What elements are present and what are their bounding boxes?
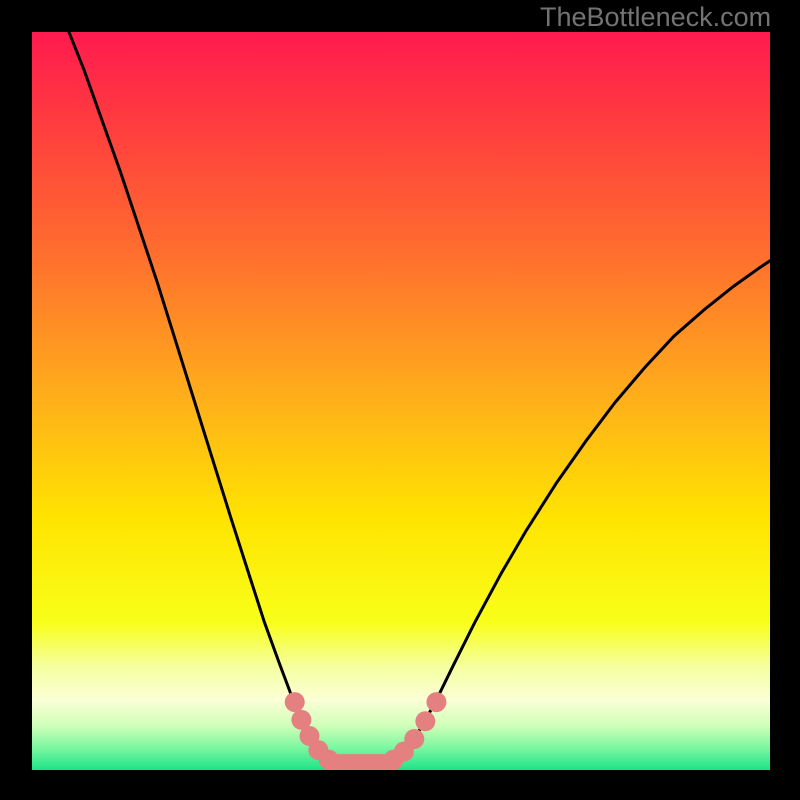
marker-dot xyxy=(404,729,424,749)
marker-dot xyxy=(415,711,435,731)
marker-dot xyxy=(285,692,305,712)
bottleneck-chart xyxy=(32,32,770,770)
watermark-text: TheBottleneck.com xyxy=(540,2,771,33)
chart-svg xyxy=(32,32,770,770)
marker-dot xyxy=(319,750,339,770)
gradient-background xyxy=(32,32,770,770)
marker-dot xyxy=(426,692,446,712)
